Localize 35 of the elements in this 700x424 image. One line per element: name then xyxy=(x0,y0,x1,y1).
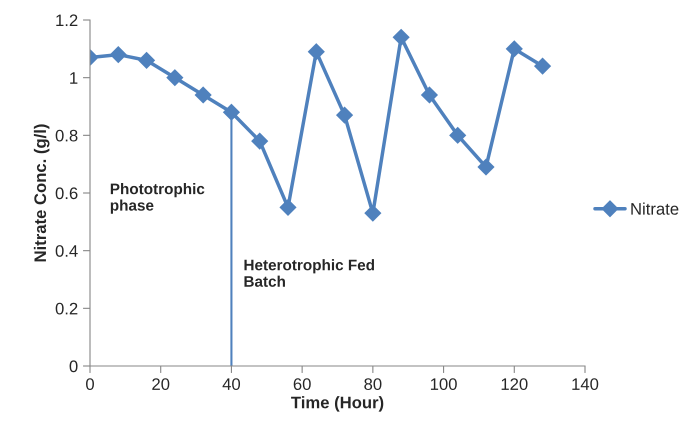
point xyxy=(138,52,155,69)
point xyxy=(110,46,127,63)
point xyxy=(421,86,438,104)
point xyxy=(308,43,325,60)
y-tick-label: 0.2 xyxy=(56,302,78,315)
point xyxy=(280,199,296,216)
x-tick-label: 0 xyxy=(86,378,94,390)
x-axis-title: Time (Hour) xyxy=(291,396,384,412)
x-tick-label: 20 xyxy=(152,378,170,390)
y-tick-label: 1.2 xyxy=(56,14,78,26)
x-tick-label: 80 xyxy=(364,378,382,390)
y-tick-label: 1 xyxy=(70,72,78,84)
point xyxy=(449,126,466,144)
annotation: Phototrophic phase xyxy=(110,183,204,214)
y-axis-title: Nitrate Conc. (g/l) xyxy=(34,124,50,262)
x-tick-label: 120 xyxy=(502,378,528,390)
x-tick-label: 60 xyxy=(294,378,311,390)
point xyxy=(251,132,268,150)
point xyxy=(478,158,494,176)
point xyxy=(194,86,212,104)
point xyxy=(336,106,353,124)
annotation: Heterotrophic Fed Batch xyxy=(244,259,374,287)
x-tick-label: 100 xyxy=(430,378,457,390)
y-tick-label: 0 xyxy=(70,360,78,372)
y-tick-label: 0.6 xyxy=(56,187,78,200)
y-tick-label: 0.8 xyxy=(56,130,78,142)
y-tick-label: 0.4 xyxy=(56,245,78,257)
point xyxy=(506,40,523,58)
x-tick-label: 140 xyxy=(572,378,598,390)
point xyxy=(392,28,410,46)
point xyxy=(166,69,184,86)
point xyxy=(534,58,551,75)
x-tick-label: 40 xyxy=(222,378,240,390)
point xyxy=(364,204,382,222)
legend-label: Nitrate xyxy=(631,202,678,215)
